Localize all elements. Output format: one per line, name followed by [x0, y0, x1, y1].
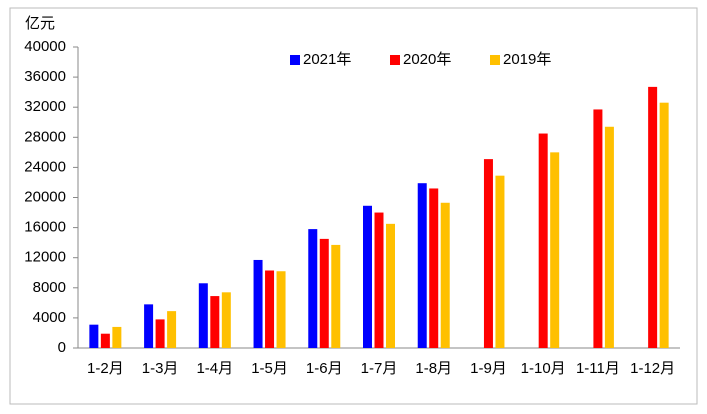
- legend-swatch: [290, 55, 300, 65]
- bar: [167, 311, 177, 348]
- bar: [210, 296, 220, 348]
- legend-label: 2020年: [403, 51, 451, 68]
- bar: [144, 304, 154, 348]
- bar: [604, 126, 614, 348]
- y-tick-label: 24000: [24, 158, 66, 175]
- x-tick-label: 1-4月: [196, 360, 233, 377]
- bar: [429, 188, 439, 348]
- bar: [593, 109, 603, 349]
- bar: [363, 205, 372, 348]
- y-tick-label: 4000: [33, 309, 66, 326]
- bar: [100, 333, 110, 348]
- y-tick-label: 12000: [24, 249, 66, 266]
- y-tick-label: 0: [58, 339, 66, 356]
- legend-label: 2019年: [503, 51, 551, 68]
- y-tick-label: 16000: [24, 219, 66, 236]
- legend-swatch: [490, 55, 500, 65]
- bar: [374, 212, 384, 348]
- bar: [386, 223, 395, 348]
- bar: [221, 292, 231, 348]
- bar: [331, 244, 341, 348]
- y-tick-label: 32000: [24, 98, 66, 115]
- x-tick-label: 1-7月: [361, 360, 398, 377]
- y-tick-label: 8000: [33, 279, 66, 296]
- bar: [265, 270, 275, 348]
- x-tick-label: 1-8月: [415, 360, 452, 377]
- x-tick-label: 1-11月: [576, 360, 620, 377]
- bar: [155, 319, 165, 348]
- y-tick-label: 40000: [24, 38, 66, 55]
- x-tick-label: 1-6月: [306, 360, 343, 377]
- bar: [198, 283, 208, 348]
- bar: [659, 102, 669, 348]
- x-tick-label: 1-3月: [142, 360, 179, 377]
- x-tick-label: 1-12月: [630, 360, 675, 377]
- y-axis-label: 亿元: [25, 15, 55, 32]
- bar: [417, 183, 427, 348]
- x-tick-label: 1-2月: [87, 360, 124, 377]
- x-tick-label: 1-9月: [470, 360, 507, 377]
- bar: [89, 324, 99, 348]
- bar: [495, 175, 505, 348]
- y-tick-label: 36000: [24, 68, 66, 85]
- x-tick-label: 1-5月: [251, 360, 288, 377]
- bar: [483, 159, 493, 348]
- legend-swatch: [390, 55, 400, 65]
- bar: [276, 271, 286, 348]
- legend-label: 2021年: [303, 51, 351, 68]
- bar: [648, 86, 658, 348]
- bar: [112, 326, 122, 348]
- y-tick-label: 20000: [24, 188, 66, 205]
- bar: [308, 229, 318, 348]
- bar: [319, 238, 329, 348]
- y-tick-label: 28000: [24, 128, 66, 145]
- bar: [538, 133, 548, 348]
- bar: [440, 202, 450, 348]
- bar: [253, 259, 263, 348]
- bar: [550, 152, 560, 348]
- chart-frame: [9, 7, 698, 405]
- x-tick-label: 1-10月: [521, 360, 566, 377]
